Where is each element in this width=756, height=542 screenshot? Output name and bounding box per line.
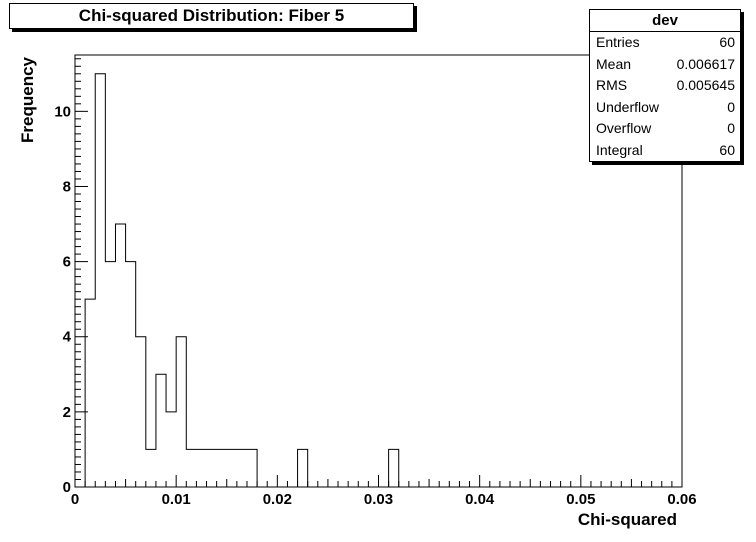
y-axis-ticks: 0 2 4 6 8 10	[54, 58, 88, 496]
x-tick-label: 0.05	[566, 491, 595, 508]
x-tick-label: 0	[71, 491, 79, 508]
y-axis-title: Frequency	[18, 56, 37, 143]
stats-row-underflow: Underflow 0	[590, 97, 740, 119]
x-axis-title: Chi-squared	[578, 510, 677, 529]
y-tick-label: 10	[54, 103, 71, 120]
x-tick-label: 0.04	[465, 491, 495, 508]
stats-label: RMS	[596, 77, 628, 94]
y-tick-label: 4	[63, 329, 72, 346]
stats-value: 0	[727, 120, 735, 137]
stats-value: 60	[719, 34, 735, 50]
stats-row-entries: Entries 60	[590, 32, 740, 54]
y-tick-label: 2	[63, 404, 71, 421]
x-axis-ticks: 0 0.01 0.02 0.03 0.04 0.05 0.06	[71, 475, 697, 508]
stats-label: Integral	[596, 141, 643, 158]
plot-frame	[74, 54, 683, 488]
x-tick-label: 0.02	[263, 491, 292, 508]
stats-label: Overflow	[596, 120, 652, 137]
x-tick-label: 0.01	[162, 491, 191, 508]
stats-value: 0.005645	[676, 77, 735, 94]
y-tick-label: 8	[63, 178, 71, 195]
x-tick-label: 0.06	[667, 491, 696, 508]
y-tick-label: 6	[63, 254, 71, 271]
y-tick-label: 0	[63, 479, 71, 496]
stats-row-overflow: Overflow 0	[590, 118, 740, 140]
stats-box: dev Entries 60 Mean 0.006617 RMS 0.005645 U…	[589, 9, 741, 162]
stats-value: 0.006617	[676, 55, 735, 72]
stats-label: Mean	[596, 55, 632, 72]
chart-title: Chi-squared Distribution: Fiber 5	[9, 3, 414, 29]
stats-row-integral: Integral 60	[590, 140, 740, 162]
stats-value: 0	[727, 98, 735, 115]
x-tick-label: 0.03	[364, 491, 393, 508]
stats-value: 60	[719, 141, 735, 158]
stats-label: Underflow	[596, 98, 660, 115]
stats-name: dev	[590, 10, 740, 32]
stats-row-mean: Mean 0.006617	[590, 54, 740, 76]
stats-row-rms: RMS 0.005645	[590, 75, 740, 97]
stats-label: Entries	[596, 34, 640, 50]
